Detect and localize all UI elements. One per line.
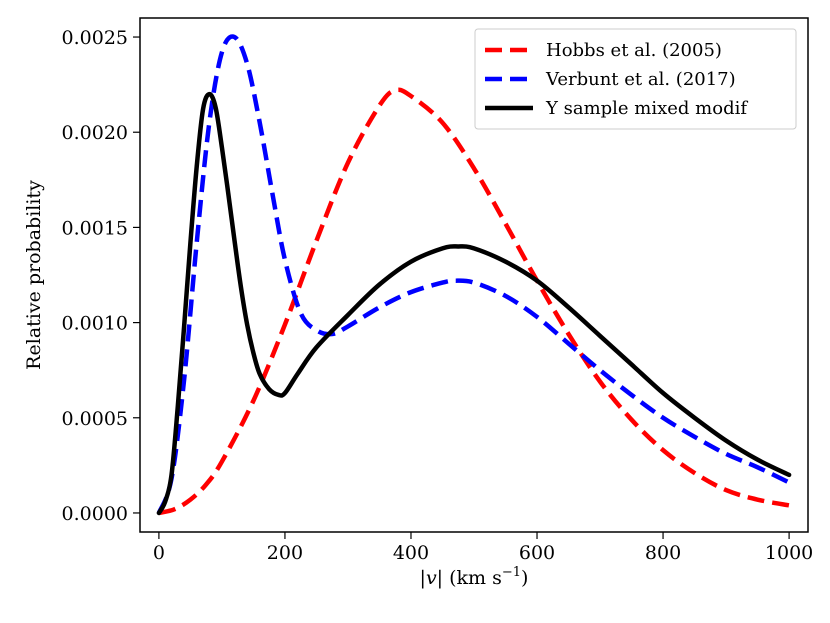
y-tick-label: 0.0015 [62, 217, 128, 239]
x-tick-label: 0 [153, 542, 165, 564]
series-layer [156, 34, 792, 516]
x-tick-label: 400 [393, 542, 429, 564]
x-tick-label: 600 [519, 542, 555, 564]
x-tick-label: 200 [267, 542, 303, 564]
x-axis-ticks: 0 200 400 600 800 1000 [153, 532, 813, 564]
series-line-y-sample [156, 91, 792, 516]
y-tick-label: 0.0025 [62, 27, 128, 49]
y-axis-label: Relative probability [23, 180, 45, 370]
x-tick-label: 800 [645, 542, 681, 564]
legend-frame [474, 28, 797, 130]
y-tick-label: 0.0000 [62, 503, 128, 525]
legend: Hobbs et al. (2005) Verbunt et al. (2017)… [474, 28, 797, 130]
y-tick-label: 0.0005 [62, 408, 128, 430]
legend-label-y-sample: Y sample mixed modif [545, 98, 748, 119]
x-axis-label: |v| (km s−1) [420, 565, 529, 589]
series-line-hobbs [158, 87, 790, 516]
series-line-verbunt [156, 34, 791, 514]
y-axis-ticks: 0.0000 0.0005 0.0010 0.0015 0.0020 0.0025 [62, 27, 140, 525]
x-tick-label: 1000 [765, 542, 813, 564]
y-tick-label: 0.0010 [62, 313, 128, 335]
legend-items: Hobbs et al. (2005) Verbunt et al. (2017)… [485, 40, 748, 119]
y-tick-label: 0.0020 [62, 122, 128, 144]
legend-label-verbunt: Verbunt et al. (2017) [545, 69, 736, 90]
plot-area [156, 34, 792, 516]
axes-frame [139, 17, 809, 533]
legend-label-hobbs: Hobbs et al. (2005) [546, 40, 722, 61]
